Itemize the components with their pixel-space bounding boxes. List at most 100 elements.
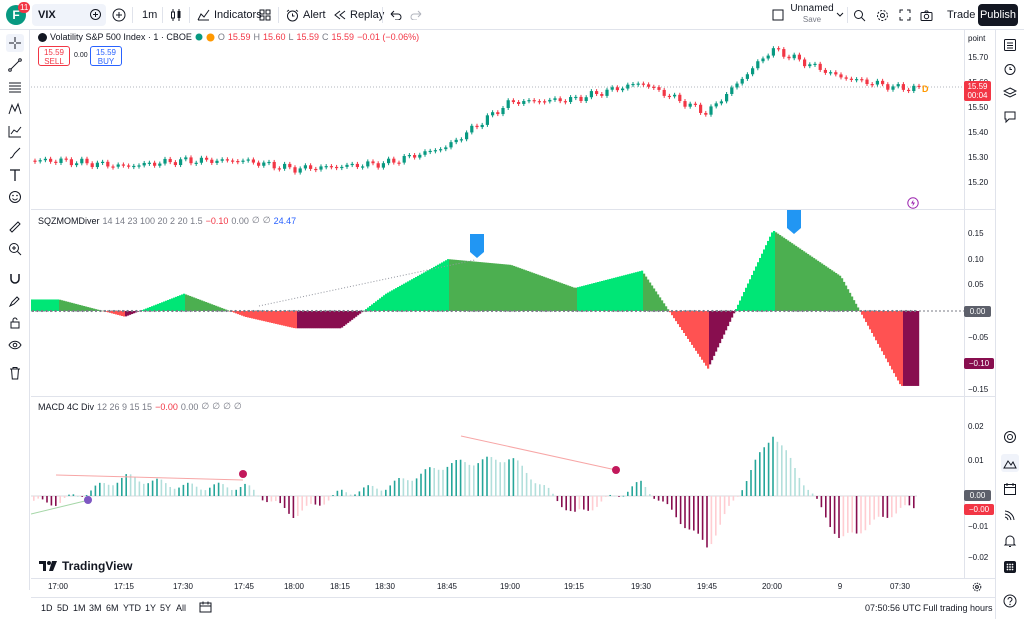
price-scale[interactable] bbox=[964, 30, 995, 578]
layout-dropdown[interactable] bbox=[836, 4, 844, 26]
sqz-momentum-bar bbox=[351, 311, 354, 320]
squeeze-dot bbox=[531, 309, 534, 313]
snapshot-button[interactable] bbox=[920, 4, 933, 26]
range-1m[interactable]: 1M bbox=[73, 603, 86, 613]
alarm-clock-icon bbox=[286, 9, 299, 21]
lock-drawings-tool[interactable] bbox=[6, 314, 24, 332]
help-button[interactable] bbox=[1001, 592, 1019, 610]
macd-histogram-bar bbox=[231, 489, 233, 496]
settings-button[interactable] bbox=[876, 4, 889, 26]
zoom-tool[interactable] bbox=[6, 240, 24, 258]
forecast-tool[interactable] bbox=[6, 122, 24, 140]
axis-settings-button[interactable] bbox=[972, 582, 982, 592]
macd-histogram-bar bbox=[253, 489, 255, 496]
sqz-momentum-bar bbox=[311, 311, 314, 329]
trend-line-tool[interactable] bbox=[6, 56, 24, 74]
macd-histogram-bar bbox=[160, 479, 163, 496]
sqz-momentum-bar bbox=[603, 280, 606, 311]
sqz-momentum-bar bbox=[325, 311, 328, 329]
price-candle bbox=[511, 100, 515, 103]
range-3m[interactable]: 3M bbox=[89, 603, 102, 613]
macd-legend[interactable]: MACD 4C Div 12 26 9 15 15 −0.00 0.00 ∅ ∅… bbox=[38, 401, 242, 412]
pane-separator[interactable] bbox=[31, 396, 995, 397]
watchlist-button[interactable] bbox=[1001, 36, 1019, 54]
symbol-search[interactable]: VIX bbox=[32, 4, 106, 26]
macd-histogram-bar bbox=[327, 496, 330, 501]
symbol-icon bbox=[38, 32, 47, 42]
text-tool[interactable] bbox=[6, 166, 24, 184]
layout-checkbox[interactable] bbox=[772, 4, 784, 26]
pane-separator[interactable] bbox=[31, 209, 995, 210]
sqz-momentum-bar bbox=[455, 259, 458, 311]
chat-button[interactable] bbox=[1001, 108, 1019, 126]
templates-button[interactable] bbox=[259, 4, 271, 26]
trade-button[interactable]: Trade bbox=[947, 9, 976, 21]
fullscreen-button[interactable] bbox=[899, 4, 911, 26]
calendar-button[interactable] bbox=[1001, 480, 1019, 498]
sqz-legend[interactable]: SQZMOMDiver 14 14 23 100 20 2 20 1.5 −0.… bbox=[38, 215, 296, 226]
notifications-button[interactable] bbox=[1001, 532, 1019, 550]
range-6m[interactable]: 6M bbox=[106, 603, 119, 613]
hotlists-button[interactable] bbox=[1001, 428, 1019, 446]
signals-button[interactable] bbox=[1001, 506, 1019, 524]
sqz-momentum-bar bbox=[601, 280, 604, 311]
macd-histogram-bar bbox=[323, 496, 325, 505]
series-title[interactable]: Volatility S&P 500 Index · 1 · CBOE bbox=[50, 32, 192, 42]
remove-drawings-tool[interactable] bbox=[6, 364, 24, 382]
sqz-momentum-bar bbox=[773, 230, 776, 311]
object-tree-button[interactable] bbox=[1001, 84, 1019, 102]
macd-histogram-bar bbox=[336, 490, 339, 496]
dividend-marker[interactable]: D bbox=[922, 84, 929, 94]
magnet-icon bbox=[10, 274, 20, 284]
clock[interactable]: 07:50:56 UTC bbox=[865, 603, 922, 613]
alert-button[interactable]: Alert bbox=[286, 4, 326, 26]
magnet-tool[interactable] bbox=[6, 270, 24, 288]
range-1y[interactable]: 1Y bbox=[145, 603, 157, 613]
emoji-tool[interactable] bbox=[6, 188, 24, 206]
pattern-tool[interactable] bbox=[6, 100, 24, 118]
quick-search-button[interactable] bbox=[853, 4, 866, 26]
buy-button[interactable]: 15.59 BUY bbox=[90, 46, 122, 66]
macd-histogram-bar bbox=[481, 459, 484, 496]
alerts-button[interactable] bbox=[1001, 60, 1019, 78]
compare-button[interactable] bbox=[112, 4, 126, 26]
range-5y[interactable]: 5Y bbox=[160, 603, 172, 613]
chart-canvas[interactable] bbox=[31, 30, 964, 578]
range-5d[interactable]: 5D bbox=[57, 603, 69, 613]
sqz-momentum-bar bbox=[265, 311, 268, 322]
range-1d[interactable]: 1D bbox=[41, 603, 53, 613]
interval-button[interactable]: 1m bbox=[142, 9, 158, 21]
hide-drawings-tool[interactable] bbox=[6, 336, 24, 354]
layout-name-button[interactable]: Unnamed Save bbox=[790, 3, 834, 25]
range-ytd[interactable]: YTD bbox=[123, 603, 141, 613]
ruler-tool[interactable] bbox=[6, 218, 24, 236]
question-icon bbox=[1003, 594, 1017, 608]
apps-button[interactable] bbox=[1001, 558, 1019, 576]
sqz-momentum-bar bbox=[917, 311, 920, 386]
tradingview-logo[interactable]: TradingView bbox=[38, 559, 132, 573]
squeeze-dot bbox=[616, 309, 620, 313]
range-all[interactable]: All bbox=[176, 603, 187, 613]
chart-type-button[interactable] bbox=[170, 4, 182, 26]
macd-histogram-bar bbox=[244, 483, 246, 496]
lightning-marker[interactable] bbox=[907, 197, 919, 209]
text-icon bbox=[10, 169, 20, 181]
pine-editor-button[interactable] bbox=[1001, 454, 1019, 472]
date-range-button[interactable] bbox=[199, 601, 212, 613]
macd-histogram-bar bbox=[173, 488, 176, 496]
session-button[interactable]: Full trading hours bbox=[923, 603, 993, 613]
crosshair-tool[interactable] bbox=[6, 34, 24, 52]
price-candle bbox=[95, 162, 99, 168]
undo-button[interactable] bbox=[390, 4, 402, 26]
drawing-mode-tool[interactable] bbox=[6, 292, 24, 310]
squeeze-dot bbox=[94, 309, 98, 313]
publish-button[interactable]: Publish bbox=[978, 4, 1018, 26]
sell-button[interactable]: 15.59 SELL bbox=[38, 46, 70, 66]
redo-button[interactable] bbox=[410, 4, 422, 26]
brush-tool[interactable] bbox=[6, 144, 24, 162]
indicators-button[interactable]: Indicators bbox=[197, 4, 262, 26]
replay-button[interactable]: Replay bbox=[334, 4, 384, 26]
sqz-momentum-bar bbox=[891, 311, 894, 370]
fib-tool[interactable] bbox=[6, 78, 24, 96]
sqz-momentum-bar bbox=[817, 260, 820, 311]
